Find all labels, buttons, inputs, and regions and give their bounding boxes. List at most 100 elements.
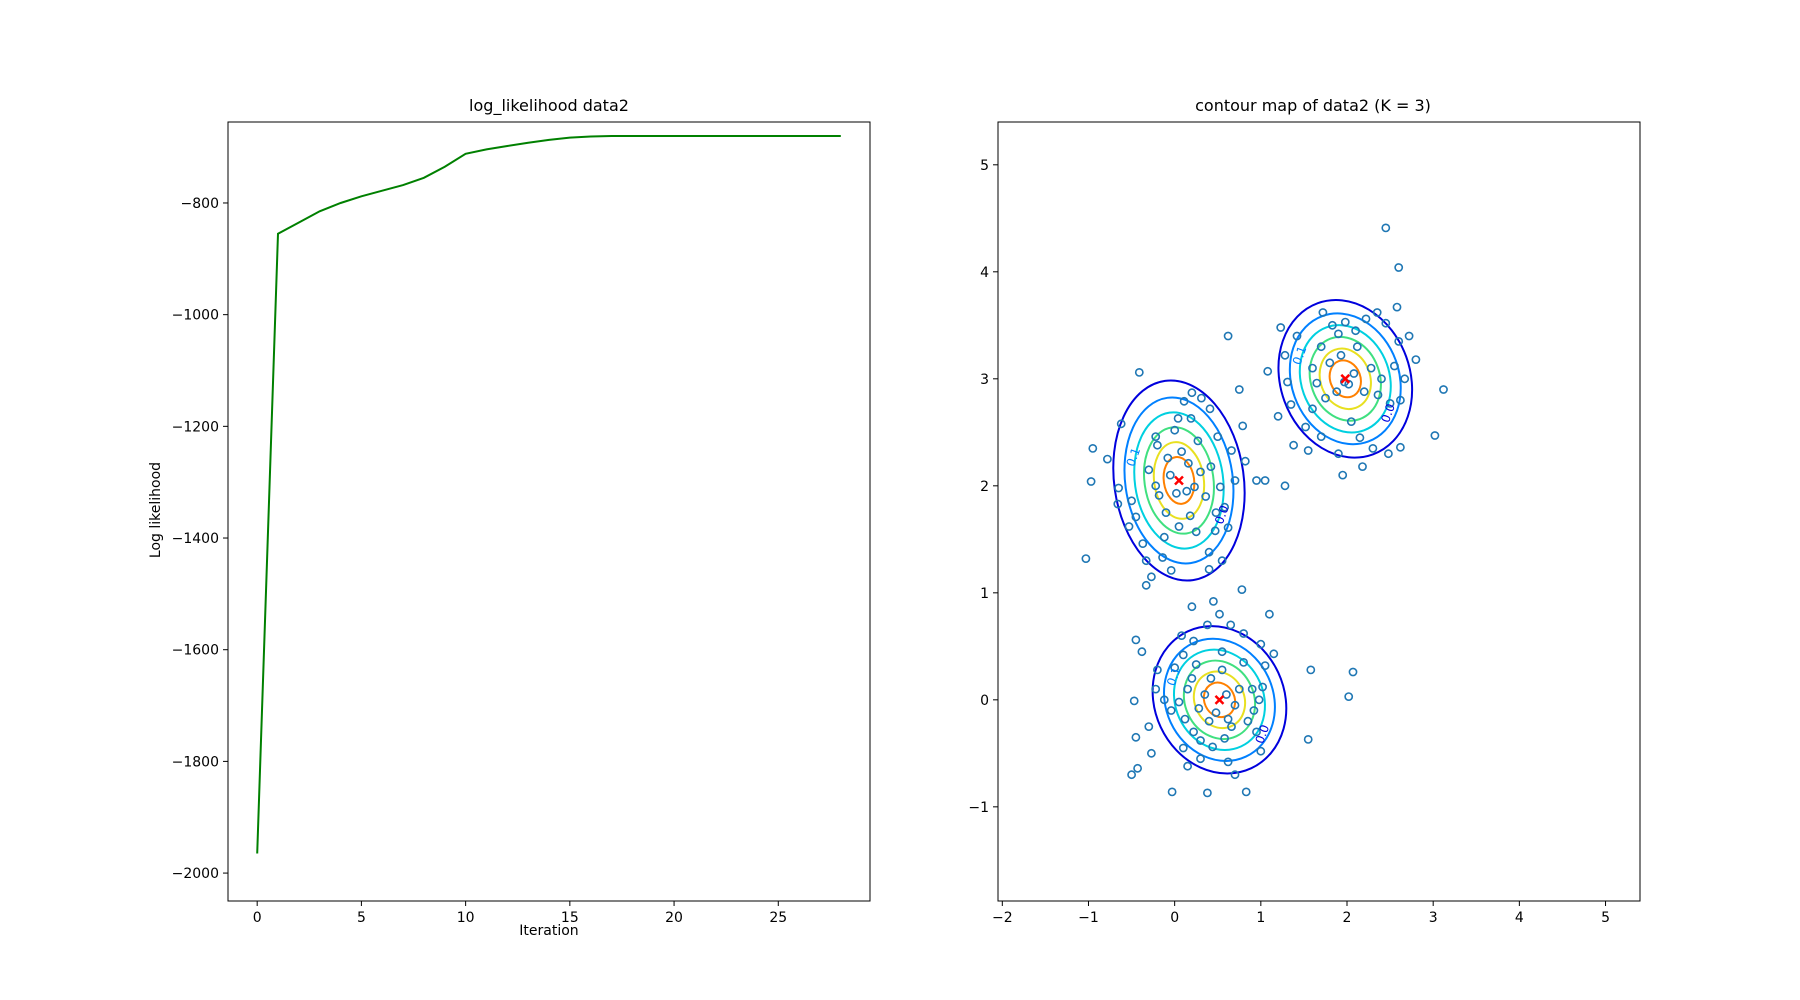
likelihood-y-tick-label: −800 xyxy=(181,196,219,212)
contour-x-tick-label: 5 xyxy=(1601,910,1610,926)
data-point xyxy=(1400,374,1410,384)
data-point xyxy=(1154,490,1164,500)
cluster-mean-marker xyxy=(1214,694,1225,705)
contour-level-line xyxy=(1328,359,1362,399)
data-point xyxy=(1265,609,1274,619)
data-point xyxy=(1177,447,1186,456)
data-point xyxy=(1209,597,1218,606)
data-point xyxy=(1241,787,1251,797)
data-point xyxy=(1137,647,1147,657)
data-point xyxy=(1144,722,1154,731)
data-point xyxy=(1230,700,1240,710)
data-point xyxy=(1361,314,1371,324)
data-point xyxy=(1220,734,1229,743)
data-point xyxy=(1180,714,1190,724)
data-point xyxy=(1308,404,1317,414)
data-point xyxy=(1211,708,1221,718)
data-point xyxy=(1359,387,1369,397)
data-point xyxy=(1127,770,1136,780)
data-point xyxy=(1170,663,1180,673)
contour-x-tick-label: 0 xyxy=(1170,910,1179,926)
data-point xyxy=(1151,684,1161,694)
data-point xyxy=(1088,443,1098,453)
data-point xyxy=(1151,432,1161,441)
contour-y-tick-label: 4 xyxy=(980,265,989,281)
likelihood-x-tick-label: 10 xyxy=(457,910,475,926)
data-point xyxy=(1194,704,1204,713)
data-point xyxy=(1292,331,1302,341)
data-point xyxy=(1163,453,1173,463)
data-point xyxy=(1172,488,1181,498)
data-point xyxy=(1211,508,1221,517)
contour-level-line xyxy=(1172,648,1266,751)
data-point xyxy=(1166,566,1176,575)
data-point xyxy=(1308,363,1317,373)
contour-x-tick-label: 2 xyxy=(1343,910,1352,926)
data-point xyxy=(1147,572,1156,582)
data-point xyxy=(1174,697,1184,707)
contour-level-line xyxy=(1298,324,1392,434)
data-point xyxy=(1220,502,1229,512)
data-point xyxy=(1396,395,1405,405)
contour-x-tick-label: −1 xyxy=(1078,910,1099,926)
data-point xyxy=(1316,342,1326,352)
data-point xyxy=(1318,308,1328,317)
data-point xyxy=(1196,754,1205,764)
data-point xyxy=(1205,404,1215,414)
contour-y-tick-label: 0 xyxy=(980,693,989,709)
contour-level-label: 0.1 xyxy=(1290,344,1310,367)
data-point xyxy=(1203,788,1212,798)
data-point xyxy=(1303,446,1313,455)
contour-x-tick-label: 1 xyxy=(1256,910,1265,926)
data-point xyxy=(1237,585,1247,594)
data-point xyxy=(1240,456,1250,466)
likelihood-chart-title: log_likelihood data2 xyxy=(469,96,629,116)
data-point xyxy=(1215,482,1225,492)
cluster-mean-marker xyxy=(1340,373,1351,384)
data-point xyxy=(1127,496,1136,506)
likelihood-plot-frame xyxy=(227,121,871,902)
contour-y-tick-label: 3 xyxy=(980,372,989,388)
data-point xyxy=(1170,425,1180,435)
data-point xyxy=(1226,620,1236,630)
data-point xyxy=(1269,649,1279,659)
data-point xyxy=(1204,564,1214,574)
data-point xyxy=(1249,706,1259,715)
data-point xyxy=(1238,421,1248,431)
data-point xyxy=(1366,363,1376,373)
data-point xyxy=(1286,400,1296,409)
likelihood-x-tick-label: 0 xyxy=(253,910,262,926)
data-point xyxy=(1197,393,1206,403)
data-point xyxy=(1187,674,1197,683)
contour-level-label: 0.0 xyxy=(1212,503,1232,526)
data-point xyxy=(1411,355,1421,364)
data-point xyxy=(1141,556,1151,566)
data-point xyxy=(1227,446,1236,455)
data-point xyxy=(1191,660,1201,669)
data-point xyxy=(1336,350,1346,360)
data-point xyxy=(1312,378,1322,388)
likelihood-y-tick-label: −2000 xyxy=(172,866,219,882)
data-point xyxy=(1301,422,1310,432)
data-point xyxy=(1430,431,1440,440)
data-point xyxy=(1325,358,1335,368)
data-point xyxy=(1334,329,1343,339)
contour-level-line xyxy=(1123,396,1235,565)
data-point xyxy=(1289,440,1298,450)
data-point xyxy=(1153,665,1162,675)
data-point xyxy=(1439,385,1448,394)
data-point xyxy=(1273,411,1283,421)
data-point xyxy=(1372,308,1382,317)
contour-chart: contour map of data2 (K = 3) −2 −1 0 1 2 3 4 5 −… xyxy=(968,96,1641,926)
data-point xyxy=(1394,263,1404,272)
data-point xyxy=(1210,526,1220,536)
data-point xyxy=(1223,714,1233,724)
data-point xyxy=(1358,462,1367,471)
likelihood-x-axis-label: Iteration xyxy=(519,923,578,939)
data-point xyxy=(1131,732,1141,742)
contour-x-tick-label: 4 xyxy=(1515,910,1524,926)
data-point xyxy=(1396,442,1405,452)
cluster-mean-marker xyxy=(1174,475,1184,486)
data-point xyxy=(1159,532,1169,542)
data-point xyxy=(1165,470,1175,480)
